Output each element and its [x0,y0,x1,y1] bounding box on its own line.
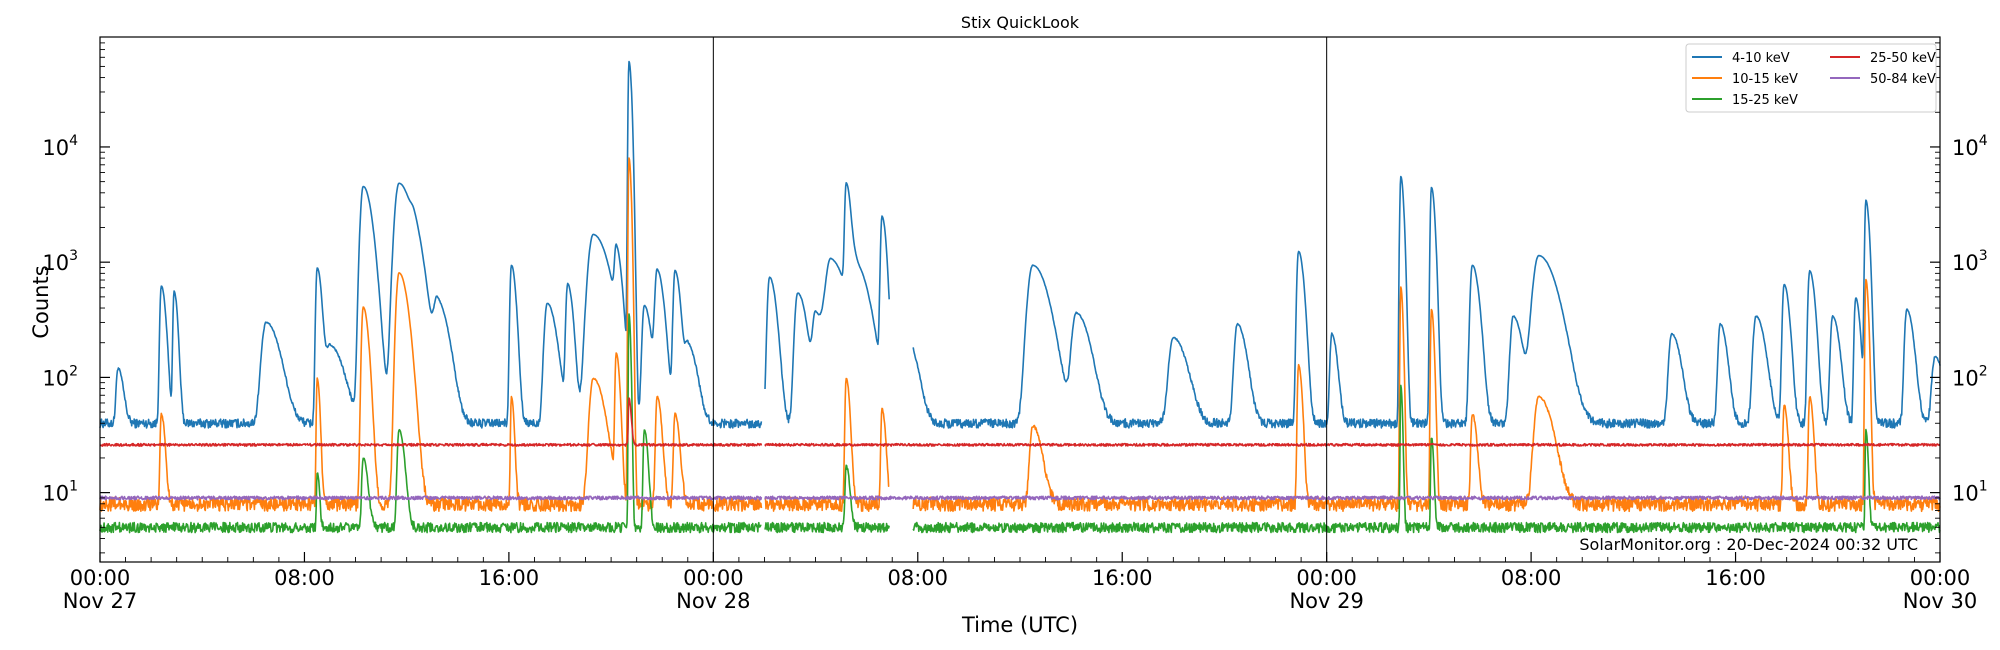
solarmonitor-annotation: SolarMonitor.org : 20-Dec-2024 00:32 UTC [1579,535,1918,554]
legend-label: 15-25 keV [1732,93,1798,108]
legend-label: 10-15 keV [1732,72,1798,87]
x-tick-date-label: Nov 28 [676,589,750,613]
x-tick-date-label: Nov 30 [1903,589,1977,613]
plot-frame [99,36,1941,563]
x-tick-label: 00:00 [70,566,131,590]
x-tick-date-label: Nov 29 [1289,589,1363,613]
legend-box [1685,43,1937,113]
x-tick-label: 00:00 [683,566,744,590]
day-dividers [712,37,1328,562]
legend-label: 50-84 keV [1870,72,1936,87]
x-tick-label: 16:00 [1705,566,1766,590]
x-tick-date-label: Nov 27 [63,589,137,613]
x-tick-label: 08:00 [1501,566,1562,590]
x-axis-label: Time (UTC) [961,613,1078,637]
legend: 4-10 keV 10-15 keV 15-25 keV 25-50 keV 50-84… [1685,43,1937,113]
legend-label: 25-50 keV [1870,51,1936,66]
x-tick-label: 16:00 [479,566,540,590]
x-tick-label: 00:00 [1910,566,1971,590]
y-axis-label: Counts [29,265,53,338]
legend-label: 4-10 keV [1732,51,1790,66]
x-tick-label: 00:00 [1296,566,1357,590]
series-line-50-84-keV [99,495,1941,501]
y-tick-label: 104 [42,133,78,160]
series-line-15-25-keV [99,313,1941,534]
x-tick-label: 16:00 [1092,566,1153,590]
series-line-25-50-keV [99,397,1941,447]
x-tick-label: 08:00 [888,566,949,590]
series-line-4-10-keV [99,60,1941,429]
x-tick-label: 08:00 [274,566,335,590]
series-layer [99,60,1941,534]
chart-title: Stix QuickLook [961,13,1080,32]
